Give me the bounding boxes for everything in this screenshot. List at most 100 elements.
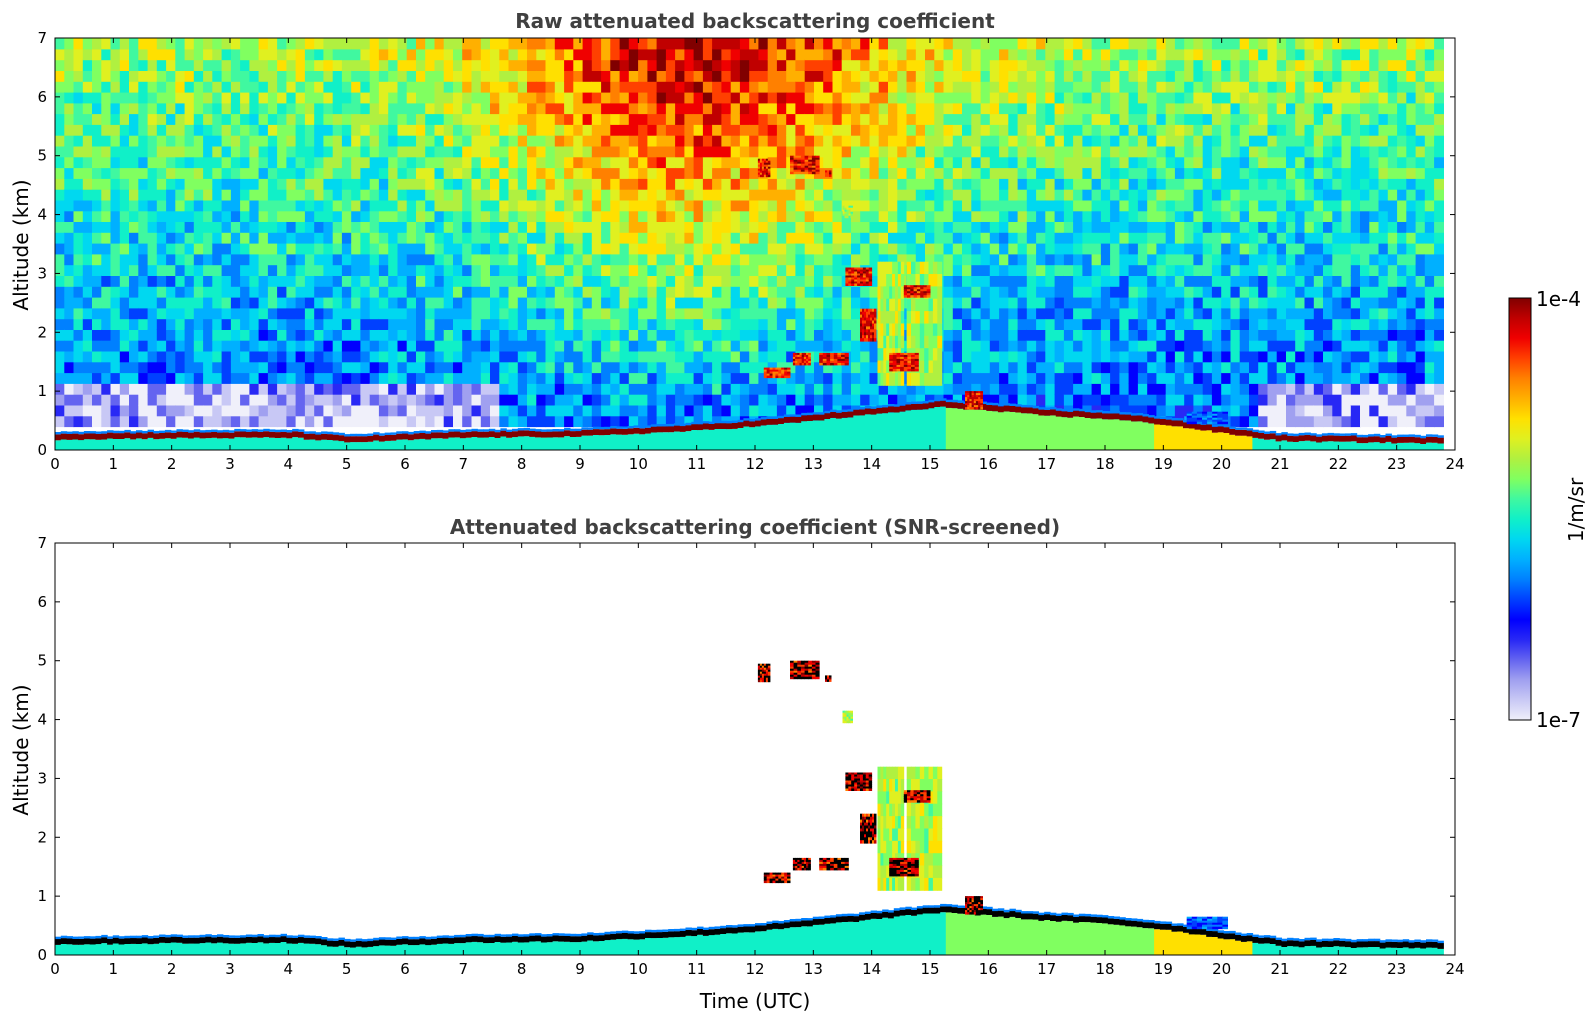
noise-cell (869, 243, 880, 255)
noise-cell (73, 264, 84, 276)
noise-cell (1063, 59, 1074, 71)
noise-cell (712, 243, 722, 255)
noise-cell (82, 145, 93, 158)
noise-cell (758, 102, 769, 115)
noise-cell (1165, 167, 1176, 179)
noise-cell (55, 221, 65, 233)
noise-cell (1073, 156, 1083, 169)
noise-cell (971, 178, 982, 190)
noise-cell (64, 340, 75, 352)
noise-cell (156, 340, 167, 352)
noise-cell (240, 92, 250, 104)
noise-cell (749, 253, 760, 266)
noise-cell (647, 124, 658, 136)
noise-cell (277, 318, 287, 330)
noise-cell (1063, 372, 1074, 384)
noise-cell (962, 307, 972, 320)
noise-cell (786, 210, 797, 222)
noise-cell (758, 350, 769, 363)
noise-cell (554, 113, 565, 125)
noise-cell (295, 102, 306, 115)
noise-cell (1230, 178, 1241, 190)
noise-cell (425, 135, 436, 147)
noise-cell (554, 361, 565, 374)
noise-cell (795, 286, 806, 298)
noise-cell (1100, 124, 1111, 136)
noise-cell (92, 221, 102, 233)
noise-cell (795, 307, 806, 320)
noise-cell (739, 307, 750, 320)
noise-cell (1304, 350, 1315, 363)
noise-cell (1082, 350, 1093, 363)
noise-cell (888, 221, 898, 233)
noise-cell (110, 340, 121, 352)
noise-cell (1045, 232, 1056, 244)
noise-cell (601, 286, 611, 298)
noise-cell (749, 156, 760, 169)
noise-cell (490, 340, 500, 352)
noise-cell (184, 135, 195, 147)
noise-cell (832, 329, 843, 341)
noise-cell (638, 253, 648, 266)
noise-cell (1147, 286, 1158, 298)
noise-cell (295, 156, 306, 169)
noise-cell (82, 318, 93, 330)
noise-cell (1045, 38, 1056, 50)
noise-cell (906, 113, 917, 125)
noise-cell (397, 318, 408, 330)
noise-cell (1100, 329, 1111, 341)
noise-cell (110, 156, 121, 169)
noise-cell (675, 394, 685, 406)
noise-cell (221, 415, 232, 428)
noise-cell (1156, 318, 1167, 330)
noise-cell (258, 48, 269, 61)
noise-cell (767, 221, 778, 233)
noise-cell (221, 394, 232, 406)
noise-cell (1017, 48, 1028, 61)
noise-cell (814, 394, 824, 406)
noise-cell (1110, 350, 1120, 363)
noise-cell (591, 394, 602, 406)
noise-cell (1017, 221, 1028, 233)
noise-cell (490, 178, 500, 190)
noise-cell (73, 199, 84, 212)
noise-cell (814, 264, 824, 276)
noise-cell (730, 124, 741, 136)
noise-cell (665, 189, 676, 201)
noise-cell (193, 404, 204, 417)
noise-cell (156, 297, 167, 309)
noise-cell (545, 372, 556, 384)
noise-cell (517, 307, 528, 320)
noise-cell (619, 135, 630, 147)
noise-cell (610, 221, 621, 233)
noise-cell (628, 156, 639, 169)
noise-cell (943, 253, 954, 266)
noise-cell (82, 275, 93, 287)
noise-cell (702, 340, 713, 352)
noise-cell (434, 275, 445, 287)
noise-cell (388, 394, 399, 406)
noise-cell (129, 178, 139, 190)
noise-cell (434, 340, 445, 352)
noise-cell (693, 318, 704, 330)
noise-cell (129, 286, 139, 298)
noise-cell (1323, 189, 1333, 201)
noise-cell (804, 199, 815, 212)
noise-cell (841, 232, 852, 244)
noise-cell (453, 81, 463, 93)
noise-cell (277, 102, 287, 115)
noise-cell (286, 350, 297, 363)
noise-cell (1082, 199, 1093, 212)
noise-cell (286, 243, 297, 255)
noise-cell (739, 48, 750, 61)
noise-cell (573, 318, 584, 330)
noise-cell (453, 156, 463, 169)
noise-cell (249, 210, 260, 222)
noise-cell (1008, 199, 1019, 212)
noise-cell (1147, 361, 1158, 374)
noise-cell (1137, 48, 1148, 61)
noise-cell (286, 124, 297, 136)
noise-cell (730, 199, 741, 212)
noise-cell (295, 221, 306, 233)
noise-cell (702, 383, 713, 395)
